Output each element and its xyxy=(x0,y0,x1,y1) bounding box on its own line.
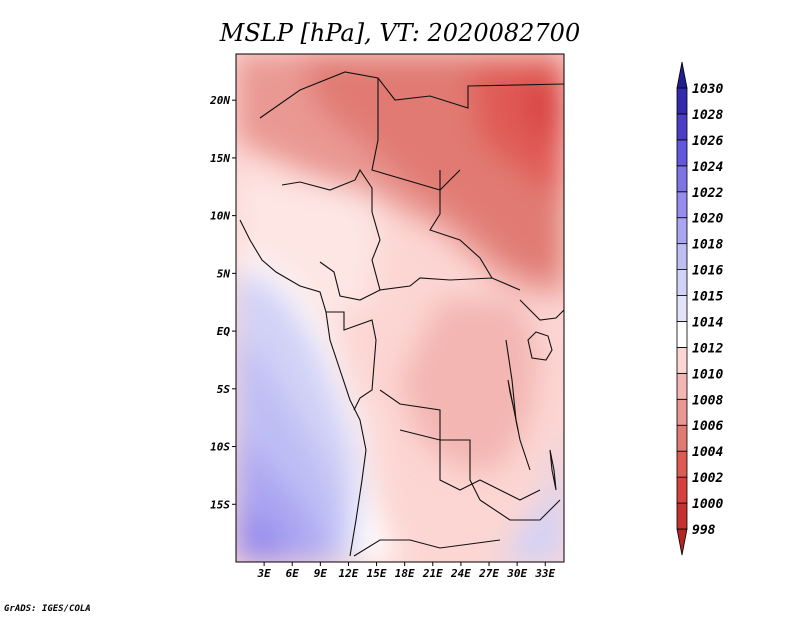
colorbar-swatch xyxy=(676,502,688,530)
colorbar-swatch xyxy=(676,424,688,452)
colorbar-label: 1026 xyxy=(692,134,723,149)
colorbar-swatch xyxy=(676,87,688,115)
y-tick-label: 15S xyxy=(210,498,230,511)
border-car xyxy=(371,211,521,291)
x-tick-label: 15E xyxy=(367,567,387,580)
colorbar-swatch xyxy=(676,450,688,478)
x-tick-label: 27E xyxy=(478,567,499,580)
y-tick-label: 20N xyxy=(209,94,230,107)
border-chad-sudan xyxy=(429,170,493,279)
y-tick-label: 5N xyxy=(217,267,231,280)
x-tick-label: 30E xyxy=(506,567,527,580)
colorbar-swatch xyxy=(676,321,688,348)
colorbar-swatch xyxy=(676,191,688,219)
border-east-2 xyxy=(519,299,564,321)
border-nigeria-chad xyxy=(281,168,373,212)
colorbar-label: 1030 xyxy=(692,82,723,97)
se-1016 xyxy=(500,430,564,562)
colorbar-swatch xyxy=(676,61,688,89)
ocean-1022 xyxy=(236,500,292,562)
x-tick-label: 21E xyxy=(422,567,443,580)
y-tick-label: 10S xyxy=(210,441,230,454)
colorbar-swatch xyxy=(676,139,688,167)
colorbar-label: 1014 xyxy=(692,315,723,330)
colorbar-swatch xyxy=(676,398,688,426)
colorbar-label: 1008 xyxy=(692,393,723,408)
y-tick-label: EQ xyxy=(217,325,231,338)
grads-credit: GrADS: IGES/COLA xyxy=(4,604,91,614)
country-borders xyxy=(239,71,564,557)
colorbar-label: 1012 xyxy=(692,341,723,356)
border-cameroon xyxy=(319,261,381,301)
x-tick-label: 33E xyxy=(534,567,555,580)
map-area xyxy=(236,54,564,562)
y-tick-label: 5S xyxy=(217,383,231,396)
congo-1010 xyxy=(400,300,540,470)
x-tick-label: 18E xyxy=(395,567,415,580)
lake-victoria xyxy=(527,331,553,361)
colorbar-label: 1010 xyxy=(692,367,723,382)
colorbar-swatch xyxy=(676,347,688,374)
colorbar-swatch xyxy=(676,295,688,322)
colorbar-swatch xyxy=(676,243,688,270)
pressure-field xyxy=(236,54,564,562)
y-axis: 15S 10S 5S EQ 5N 10N 15N 20N xyxy=(209,94,236,511)
x-tick-label: 3E xyxy=(256,567,271,580)
x-tick-label: 6E xyxy=(286,567,300,580)
lake-malawi xyxy=(549,449,557,491)
colorbar-swatch xyxy=(676,269,688,296)
colorbar-label: 998 xyxy=(692,523,716,538)
colorbar-label: 1018 xyxy=(692,238,723,253)
x-tick-label: 9E xyxy=(314,567,328,580)
y-tick-label: 10N xyxy=(210,210,230,223)
border-namibia xyxy=(353,539,501,557)
border-libya-chad xyxy=(371,78,461,191)
colorbar-label: 1000 xyxy=(692,497,723,512)
border-gabon xyxy=(326,311,377,411)
border-drc xyxy=(379,389,541,501)
colorbar-swatch xyxy=(676,113,688,141)
chart-title: MSLP [hPa], VT: 2020082700 xyxy=(219,19,580,47)
colorbar-swatch xyxy=(676,476,688,504)
colorbar-label: 1024 xyxy=(692,160,723,175)
colorbar-label: 1020 xyxy=(692,212,723,227)
x-tick-label: 24E xyxy=(450,567,471,580)
colorbar: 998 1000 1002 1004 1006 1008 1010 1012 1014 1015 1… xyxy=(676,61,723,556)
colorbar-label: 1022 xyxy=(692,186,723,201)
west-1013 xyxy=(236,170,380,320)
x-axis: 3E 6E 9E 12E 15E 18E 21E 24E 27E 30E 33E xyxy=(256,562,556,580)
colorbar-label: 1015 xyxy=(692,290,723,305)
coastline xyxy=(239,219,367,557)
colorbar-swatch xyxy=(676,372,688,400)
colorbar-swatch xyxy=(676,217,688,245)
colorbar-swatch xyxy=(676,528,688,556)
lake-tanganyika xyxy=(507,379,519,431)
colorbar-label: 1002 xyxy=(692,471,723,486)
colorbar-label: 1016 xyxy=(692,264,723,279)
border-zambia xyxy=(479,499,561,521)
x-tick-label: 12E xyxy=(339,567,359,580)
colorbar-label: 1004 xyxy=(692,445,723,460)
ne-1002 xyxy=(520,80,564,150)
colorbar-label: 1006 xyxy=(692,419,723,434)
border-sahara xyxy=(259,71,564,119)
y-tick-label: 15N xyxy=(210,152,230,165)
colorbar-label: 1028 xyxy=(692,108,723,123)
colorbar-swatch xyxy=(676,165,688,193)
border-angola xyxy=(399,429,481,501)
map-frame xyxy=(235,53,565,563)
